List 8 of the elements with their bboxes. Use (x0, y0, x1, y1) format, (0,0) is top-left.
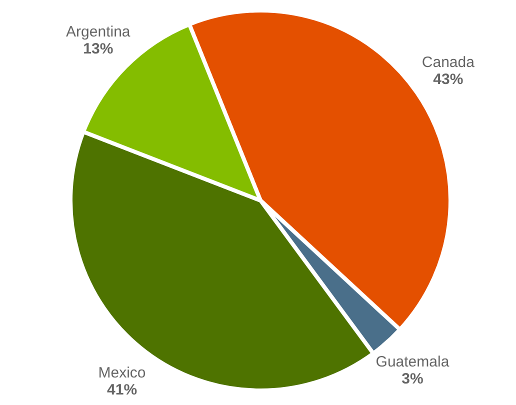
slice-label: Mexico (98, 364, 146, 382)
data-label: 41% (107, 382, 138, 399)
slice-label: Guatemala (376, 353, 450, 370)
data-label: 43% (433, 71, 464, 88)
data-label: 3% (402, 370, 424, 388)
data-label: 13% (83, 40, 114, 58)
slice-label: Canada (422, 54, 476, 72)
slice-label: Argentina (66, 23, 131, 40)
